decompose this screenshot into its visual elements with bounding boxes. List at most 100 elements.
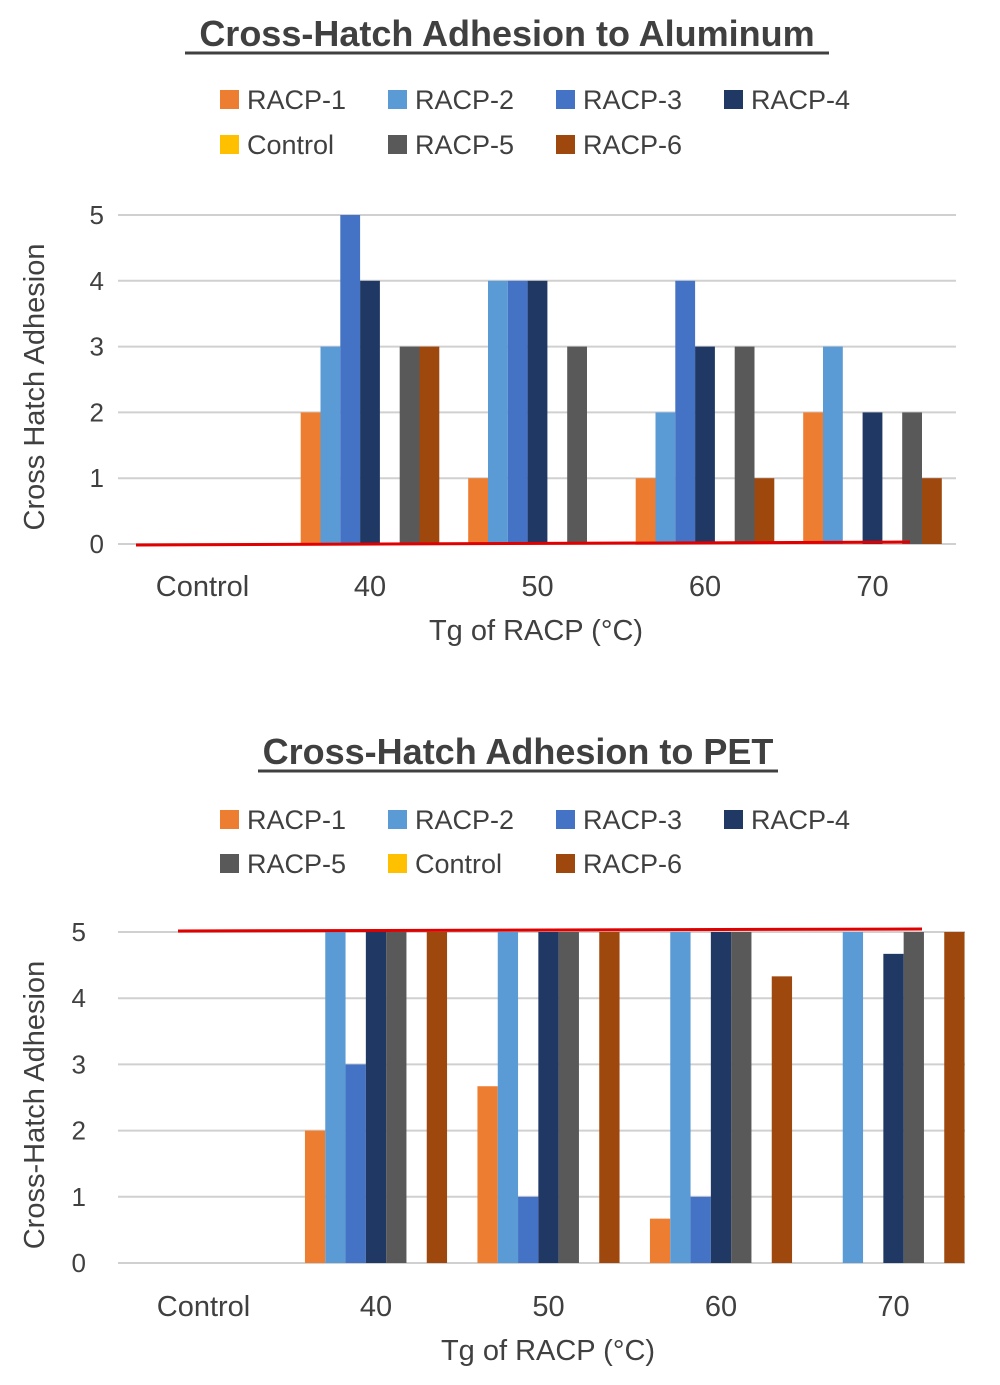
x-axis-title: Tg of RACP (°C): [441, 1335, 655, 1367]
y-axis-title: Cross Hatch Adhesion: [19, 244, 51, 531]
bar-racp-5-60: [731, 932, 752, 1263]
legend-label: RACP-6: [583, 130, 682, 160]
bar-racp-5-70: [903, 932, 924, 1263]
bar-racp-2-40: [320, 346, 341, 544]
x-category-label: 50: [521, 571, 553, 603]
bar-racp-6-60: [754, 478, 775, 544]
y-tick-label: 0: [72, 1248, 86, 1278]
y-tick-label: 2: [72, 1116, 86, 1146]
bar-racp-5-60: [734, 346, 755, 544]
bar-racp-2-50: [488, 280, 508, 544]
bar-racp-4-40: [365, 932, 387, 1263]
legend-label: RACP-2: [415, 85, 514, 115]
x-category-label: 40: [354, 571, 386, 603]
bar-racp-6-70: [944, 932, 965, 1263]
bar-racp-2-70: [842, 932, 864, 1263]
legend-swatch: [556, 810, 575, 829]
y-tick-labels: 0 1 2 3 4 5: [72, 917, 86, 1278]
x-category-labels: Control 40 50 60 70: [157, 1291, 910, 1323]
bar-racp-1-50: [477, 1086, 498, 1263]
x-category-label: 60: [689, 571, 721, 603]
legend: RACP-1 RACP-2 RACP-3 RACP-4 RACP-5 Control RAC…: [220, 805, 850, 879]
y-tick-label: 5: [72, 917, 86, 947]
y-tick-label: 4: [90, 266, 104, 296]
bar-racp-1-60: [635, 478, 656, 544]
bar-racp-4-60: [695, 346, 715, 544]
bar-racp-2-50: [497, 932, 519, 1263]
legend-swatch: [724, 810, 743, 829]
x-category-label: 70: [856, 571, 888, 603]
legend-label: RACP-5: [415, 130, 514, 160]
bars: [300, 215, 942, 544]
legend-label: Control: [415, 849, 502, 879]
chart-title: Cross-Hatch Adhesion to PET: [263, 731, 774, 772]
y-tick-label: 1: [72, 1182, 86, 1212]
bar-racp-2-60: [655, 412, 676, 544]
bar-racp-1-50: [468, 478, 488, 544]
legend-label: RACP-4: [751, 805, 850, 835]
legend-swatch: [220, 854, 239, 873]
bar-racp-4-50: [538, 932, 559, 1263]
x-category-labels: Control 40 50 60 70: [156, 571, 889, 603]
bar-racp-2-60: [670, 932, 691, 1263]
reference-line-segment: [135, 540, 911, 547]
bar-racp-2-70: [823, 346, 843, 544]
legend-swatch: [220, 90, 239, 109]
aluminum-chart: Cross-Hatch Adhesion to Aluminum RACP-1 R…: [19, 13, 956, 647]
bar-racp-5-70: [902, 412, 922, 544]
bar-racp-1-70: [803, 412, 823, 544]
bar-racp-4-60: [710, 932, 732, 1263]
reference-line-segment: [177, 927, 923, 933]
bar-racp-3-50: [518, 1196, 539, 1263]
bar-racp-6-40: [419, 346, 440, 544]
y-tick-labels: 0 1 2 3 4 5: [90, 200, 104, 559]
bar-racp-3-40: [345, 1064, 366, 1263]
y-tick-label: 3: [72, 1049, 86, 1079]
x-category-label: 40: [360, 1291, 392, 1323]
bar-racp-4-40: [360, 280, 380, 544]
y-tick-label: 4: [72, 983, 86, 1013]
bar-racp-4-70: [862, 412, 883, 544]
bar-racp-1-60: [649, 1218, 671, 1263]
x-category-label: Control: [157, 1291, 251, 1323]
y-tick-label: 2: [90, 397, 104, 427]
bar-racp-1-40: [300, 412, 321, 544]
bar-racp-6-70: [922, 478, 942, 544]
y-tick-label: 5: [90, 200, 104, 230]
legend-swatch: [220, 135, 239, 154]
legend-label: RACP-3: [583, 805, 682, 835]
x-axis-title: Tg of RACP (°C): [429, 615, 643, 647]
legend-swatch: [724, 90, 743, 109]
legend-swatch: [388, 90, 407, 109]
bar-racp-3-60: [675, 280, 696, 544]
y-tick-label: 1: [90, 463, 104, 493]
reference-line: [135, 540, 911, 547]
chart-title: Cross-Hatch Adhesion to Aluminum: [199, 13, 814, 54]
bars: [304, 932, 965, 1263]
x-category-label: 60: [705, 1291, 737, 1323]
pet-chart: Cross-Hatch Adhesion to PET RACP-1 RACP-2…: [19, 731, 965, 1367]
bar-racp-6-60: [771, 976, 793, 1263]
x-category-label: Control: [156, 571, 250, 603]
legend-label: RACP-1: [247, 805, 346, 835]
legend-swatch: [220, 810, 239, 829]
bar-racp-1-40: [304, 1130, 326, 1263]
bar-racp-5-50: [567, 346, 587, 544]
x-category-label: 70: [877, 1291, 909, 1323]
bar-racp-6-50: [599, 932, 620, 1263]
bar-racp-3-40: [340, 215, 361, 544]
legend-swatch: [388, 135, 407, 154]
legend-swatch: [556, 135, 575, 154]
bar-racp-3-60: [690, 1196, 711, 1263]
bar-racp-4-70: [883, 953, 904, 1263]
legend-swatch: [556, 854, 575, 873]
x-category-label: 50: [532, 1291, 564, 1323]
legend-label: RACP-6: [583, 849, 682, 879]
legend-swatch: [556, 90, 575, 109]
legend-label: Control: [247, 130, 334, 160]
legend-label: RACP-5: [247, 849, 346, 879]
reference-line: [177, 927, 923, 933]
y-tick-label: 3: [90, 332, 104, 362]
legend-label: RACP-4: [751, 85, 850, 115]
